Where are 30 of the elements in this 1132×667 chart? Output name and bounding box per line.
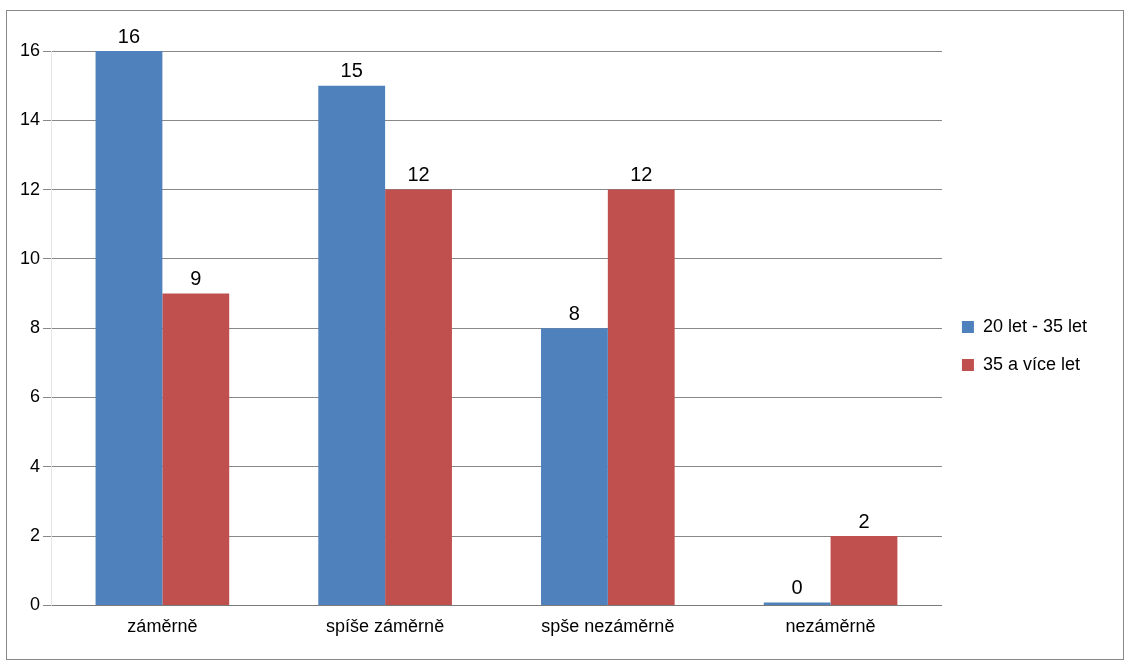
bar (830, 536, 898, 605)
data-label: 12 (407, 163, 430, 186)
x-tick-label: spše nezáměrně (541, 616, 675, 637)
y-tick-label: 2 (30, 525, 41, 546)
data-label: 16 (117, 24, 141, 47)
data-label: 8 (568, 301, 580, 324)
y-tick-label: 6 (30, 386, 41, 407)
x-tick-label: nezáměrně (785, 616, 876, 637)
data-label: 2 (858, 509, 870, 532)
y-tick-label: 0 (30, 594, 41, 615)
data-label: 15 (340, 59, 363, 82)
bar (385, 189, 452, 605)
bar (607, 189, 675, 605)
legend-label: 20 let - 35 let (982, 315, 1087, 336)
y-tick-label: 12 (19, 178, 41, 199)
x-tick-label: záměrně (127, 616, 198, 637)
data-label: 12 (630, 163, 653, 186)
y-tick-label: 14 (19, 109, 41, 130)
y-tick-label: 10 (19, 247, 41, 268)
bar (318, 85, 386, 605)
data-label: 9 (190, 267, 202, 290)
x-tick-label: spíše záměrně (326, 616, 445, 637)
y-tick-label: 4 (30, 455, 41, 476)
legend-label: 35 a více let (982, 353, 1080, 374)
data-label: 0 (791, 575, 803, 598)
bar (162, 293, 230, 605)
bar (95, 51, 163, 605)
y-tick-label: 16 (19, 39, 41, 60)
y-tick-label: 8 (30, 317, 41, 338)
bar (541, 328, 608, 605)
